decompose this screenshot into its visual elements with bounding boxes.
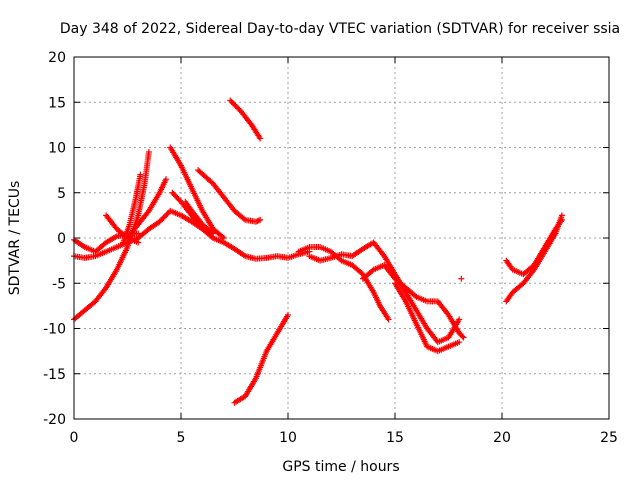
data-point [458, 275, 465, 282]
data-point [156, 218, 163, 225]
series-arc-19 [503, 212, 565, 305]
data-point [412, 292, 419, 299]
data-point [385, 316, 392, 323]
series-arc-5 [120, 171, 144, 246]
series-arc-1 [71, 207, 313, 262]
data-point [160, 214, 167, 221]
y-tick-label: 0 [57, 231, 66, 247]
chart-title: Day 348 of 2022, Sidereal Day-to-day VTE… [60, 21, 620, 37]
data-point [163, 176, 170, 183]
series-arc-15 [359, 262, 467, 341]
data-point [157, 217, 164, 224]
data-point [257, 135, 264, 142]
data-point [229, 100, 236, 107]
data-point [285, 311, 291, 318]
grid [73, 56, 610, 420]
data-point [456, 316, 463, 323]
series-arc-12 [231, 311, 291, 406]
y-tick-label: -10 [43, 322, 66, 338]
series-arc-17 [458, 275, 465, 282]
data-point [558, 212, 565, 219]
data-point [163, 211, 170, 218]
tick-labels: 0 5 10 15 20 25 -20 -15 -10 -5 0 5 10 15 20 [43, 50, 618, 446]
series-arc-16 [392, 280, 463, 355]
y-axis-label: SDTVAR / TECUs [7, 181, 23, 296]
y-tick-label: -5 [52, 276, 66, 292]
series-arc-14 [306, 239, 463, 346]
data-point [240, 215, 247, 222]
data-point [460, 334, 467, 341]
x-tick-label: 5 [177, 430, 186, 446]
data-point [228, 98, 235, 105]
data-point [255, 217, 262, 224]
x-tick-label: 0 [70, 430, 79, 446]
data-point [208, 229, 215, 236]
series-arc-7 [167, 144, 227, 241]
data-point [369, 267, 376, 274]
data-point [459, 333, 466, 340]
series-arc-6 [124, 176, 170, 241]
data-point [135, 239, 142, 246]
series-arc-10 [195, 167, 264, 225]
data-point [227, 97, 234, 104]
x-tick-label: 25 [600, 430, 618, 446]
y-tick-label: 15 [48, 95, 66, 111]
data-point [137, 171, 144, 178]
y-tick-label: 20 [48, 50, 66, 66]
data-point [254, 218, 261, 225]
series-arc-2 [71, 149, 152, 323]
data-point [233, 104, 240, 111]
x-tick-label: 15 [386, 430, 404, 446]
y-tick-label: 10 [48, 141, 66, 157]
data-point [231, 101, 238, 108]
x-tick-label: 20 [493, 430, 511, 446]
data-point [210, 230, 217, 237]
y-tick-label: -15 [43, 367, 66, 383]
series-arc-11 [227, 97, 264, 142]
plot-frame [73, 56, 610, 420]
data-point [145, 149, 152, 156]
data-point [159, 215, 166, 222]
x-tick-label: 10 [279, 430, 297, 446]
data-point [220, 235, 227, 241]
data-point [456, 339, 463, 346]
series-arc-9 [182, 198, 217, 237]
data-point [257, 216, 264, 223]
data-point [164, 210, 171, 217]
data-point [161, 213, 168, 220]
data-point [219, 233, 226, 240]
data-point [235, 105, 242, 112]
x-axis-label: GPS time / hours [282, 459, 399, 475]
y-tick-label: -20 [43, 412, 66, 428]
data-point [232, 102, 239, 109]
y-tick-label: 5 [57, 186, 66, 202]
data-point [135, 230, 142, 237]
data-points [71, 97, 565, 406]
